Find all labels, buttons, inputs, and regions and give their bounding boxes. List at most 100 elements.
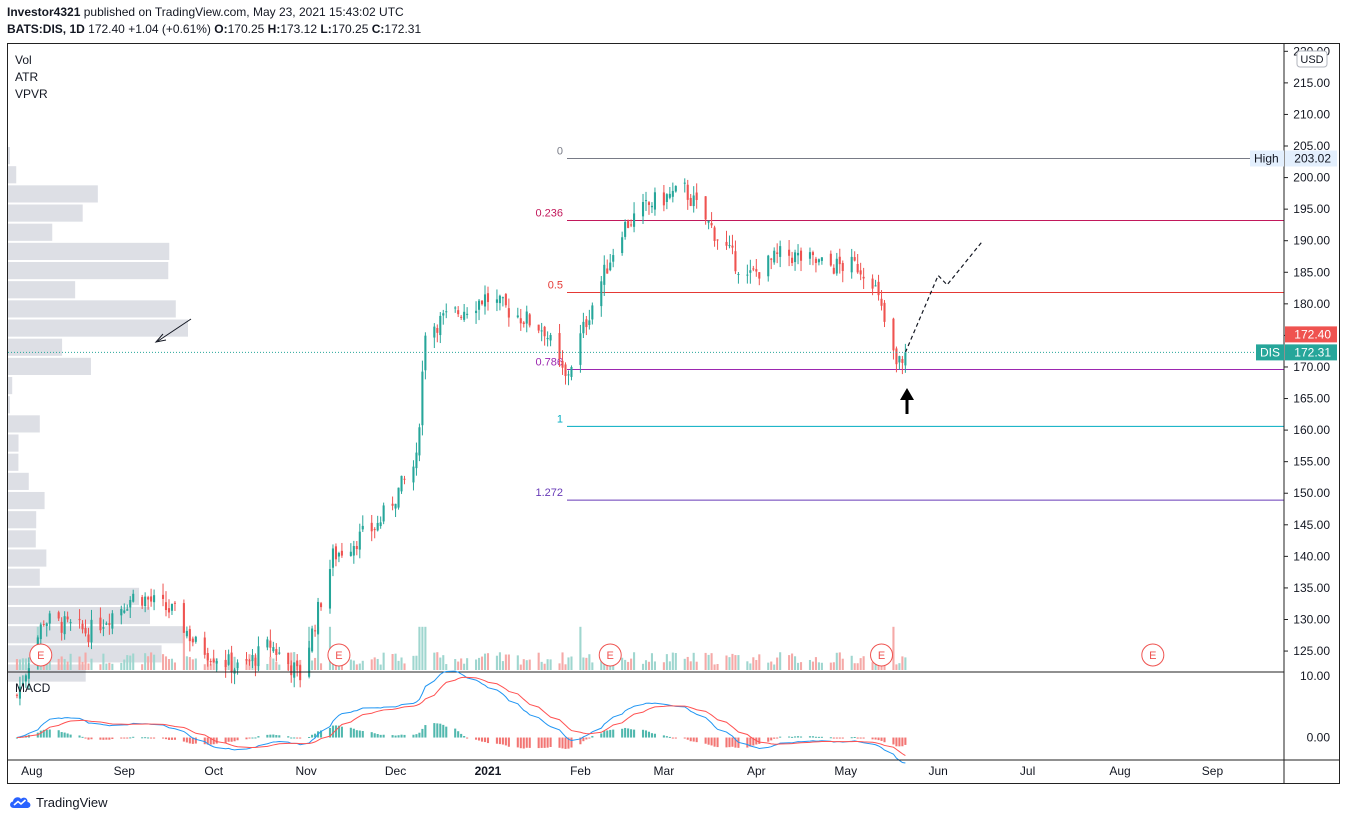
macd-histogram-bar — [457, 731, 460, 738]
macd-histogram-bar — [236, 737, 239, 741]
macd-histogram-bar — [308, 736, 311, 738]
volume-bar — [689, 661, 692, 670]
projection-drawing[interactable] — [8, 240, 1284, 353]
macd-histogram-bar — [394, 735, 397, 738]
macd-histogram-bar — [463, 736, 466, 738]
macd-histogram-bar — [558, 737, 561, 748]
volume-bar — [355, 664, 358, 670]
fibonacci-retracement[interactable]: 0 0.236 0.5 0.786 1 1.272 — [535, 146, 1284, 501]
volume-bar — [123, 659, 126, 670]
candle-body — [141, 597, 144, 606]
macd-histogram-bar — [269, 734, 272, 738]
candle-body — [528, 314, 531, 326]
vpvr-bar — [8, 223, 53, 241]
tradingview-brand[interactable]: TradingView — [8, 794, 108, 810]
volume-bar — [132, 653, 135, 670]
time-tick-label: May — [834, 764, 857, 778]
time-tick-label: Feb — [570, 764, 591, 778]
macd-histogram-bar — [850, 737, 853, 739]
candle-body — [48, 613, 51, 624]
candle-body — [27, 668, 30, 679]
volume-bar — [621, 657, 624, 670]
macd-histogram-bar — [167, 737, 171, 740]
volume-bar — [182, 626, 185, 670]
symbol-title[interactable]: BATS:DIS, 1D — [7, 22, 85, 36]
symbol-price-tag: 172.31 — [1294, 345, 1331, 359]
candle-body — [436, 328, 439, 333]
candle-body — [150, 596, 153, 602]
macd-histogram-bar — [507, 737, 510, 747]
indicator-atr[interactable]: ATR — [15, 70, 39, 84]
indicator-vol[interactable]: Vol — [15, 53, 32, 67]
last-price-tag: 172.40 — [1294, 327, 1331, 341]
publisher-name[interactable]: Investor4321 — [7, 5, 81, 19]
candle-body — [293, 662, 296, 678]
volume-bar — [624, 659, 627, 670]
macd-histogram-bar — [15, 737, 18, 739]
macd-histogram-bar — [215, 737, 218, 744]
price-tick-label: 125.00 — [1293, 644, 1330, 658]
candle-body — [412, 466, 415, 483]
macd-histogram-bar — [504, 737, 507, 746]
candle-body — [686, 184, 689, 200]
volume-bar — [686, 656, 689, 670]
fib-level-label: 0.786 — [535, 356, 563, 368]
candle-body — [633, 213, 636, 227]
volume-bar — [707, 654, 710, 670]
macd-histogram-bar — [81, 736, 84, 738]
vpvr-bar — [8, 166, 17, 184]
macd-histogram-bar — [203, 737, 206, 745]
macd-histogram-bar — [57, 730, 60, 738]
currency-label: USD — [1300, 54, 1323, 66]
macd-histogram-bar — [397, 735, 400, 738]
candle-body — [612, 255, 615, 262]
volume-bar — [704, 652, 707, 670]
macd-histogram-bar — [433, 723, 436, 738]
earnings-marker-label: E — [1149, 650, 1156, 662]
fib-level-label: 0.5 — [548, 279, 563, 291]
candle-body — [483, 294, 487, 307]
candle-body — [820, 257, 823, 261]
volume-bar — [108, 662, 111, 670]
candle-body — [376, 522, 379, 531]
open-value: 170.25 — [227, 22, 265, 36]
candle-body — [314, 630, 317, 632]
volume-profile — [8, 147, 188, 682]
candle-body — [102, 627, 105, 629]
volume-bar — [564, 664, 567, 670]
volume-bar — [436, 652, 439, 670]
macd-histogram-bar — [403, 734, 406, 738]
volume-bar — [319, 663, 323, 670]
macd-tick-label: 10.00 — [1300, 669, 1330, 683]
annotations[interactable] — [154, 318, 914, 414]
candle-body — [558, 333, 561, 360]
volume-bar — [695, 661, 698, 670]
volume-bar — [379, 664, 382, 670]
volume-bar — [582, 657, 585, 670]
volume-bar — [817, 662, 820, 670]
time-tick-label: Nov — [295, 764, 316, 778]
candle-body — [728, 245, 731, 247]
candle-body — [546, 337, 549, 340]
macd-histogram-bar — [161, 737, 165, 739]
macd-histogram-bar — [132, 736, 135, 738]
macd-histogram-bar — [612, 729, 615, 738]
indicator-macd[interactable]: MACD — [15, 681, 51, 695]
volume-bar — [358, 663, 361, 670]
indicator-vpvr[interactable]: VPVR — [15, 87, 48, 101]
macd-histogram-bar — [373, 733, 376, 738]
last-price: 172.40 — [88, 22, 125, 36]
candle-body — [779, 246, 782, 257]
candle-body — [835, 258, 838, 274]
macd-histogram-bar — [475, 737, 478, 740]
candle-body — [230, 652, 233, 673]
macd-histogram-bar — [340, 726, 343, 738]
candle-body — [853, 257, 856, 261]
candle-body — [725, 241, 728, 246]
volume-bar — [522, 659, 525, 670]
volume-bar — [603, 662, 606, 670]
macd-histogram-bar — [901, 737, 904, 747]
time-tick-label: Oct — [204, 764, 223, 778]
